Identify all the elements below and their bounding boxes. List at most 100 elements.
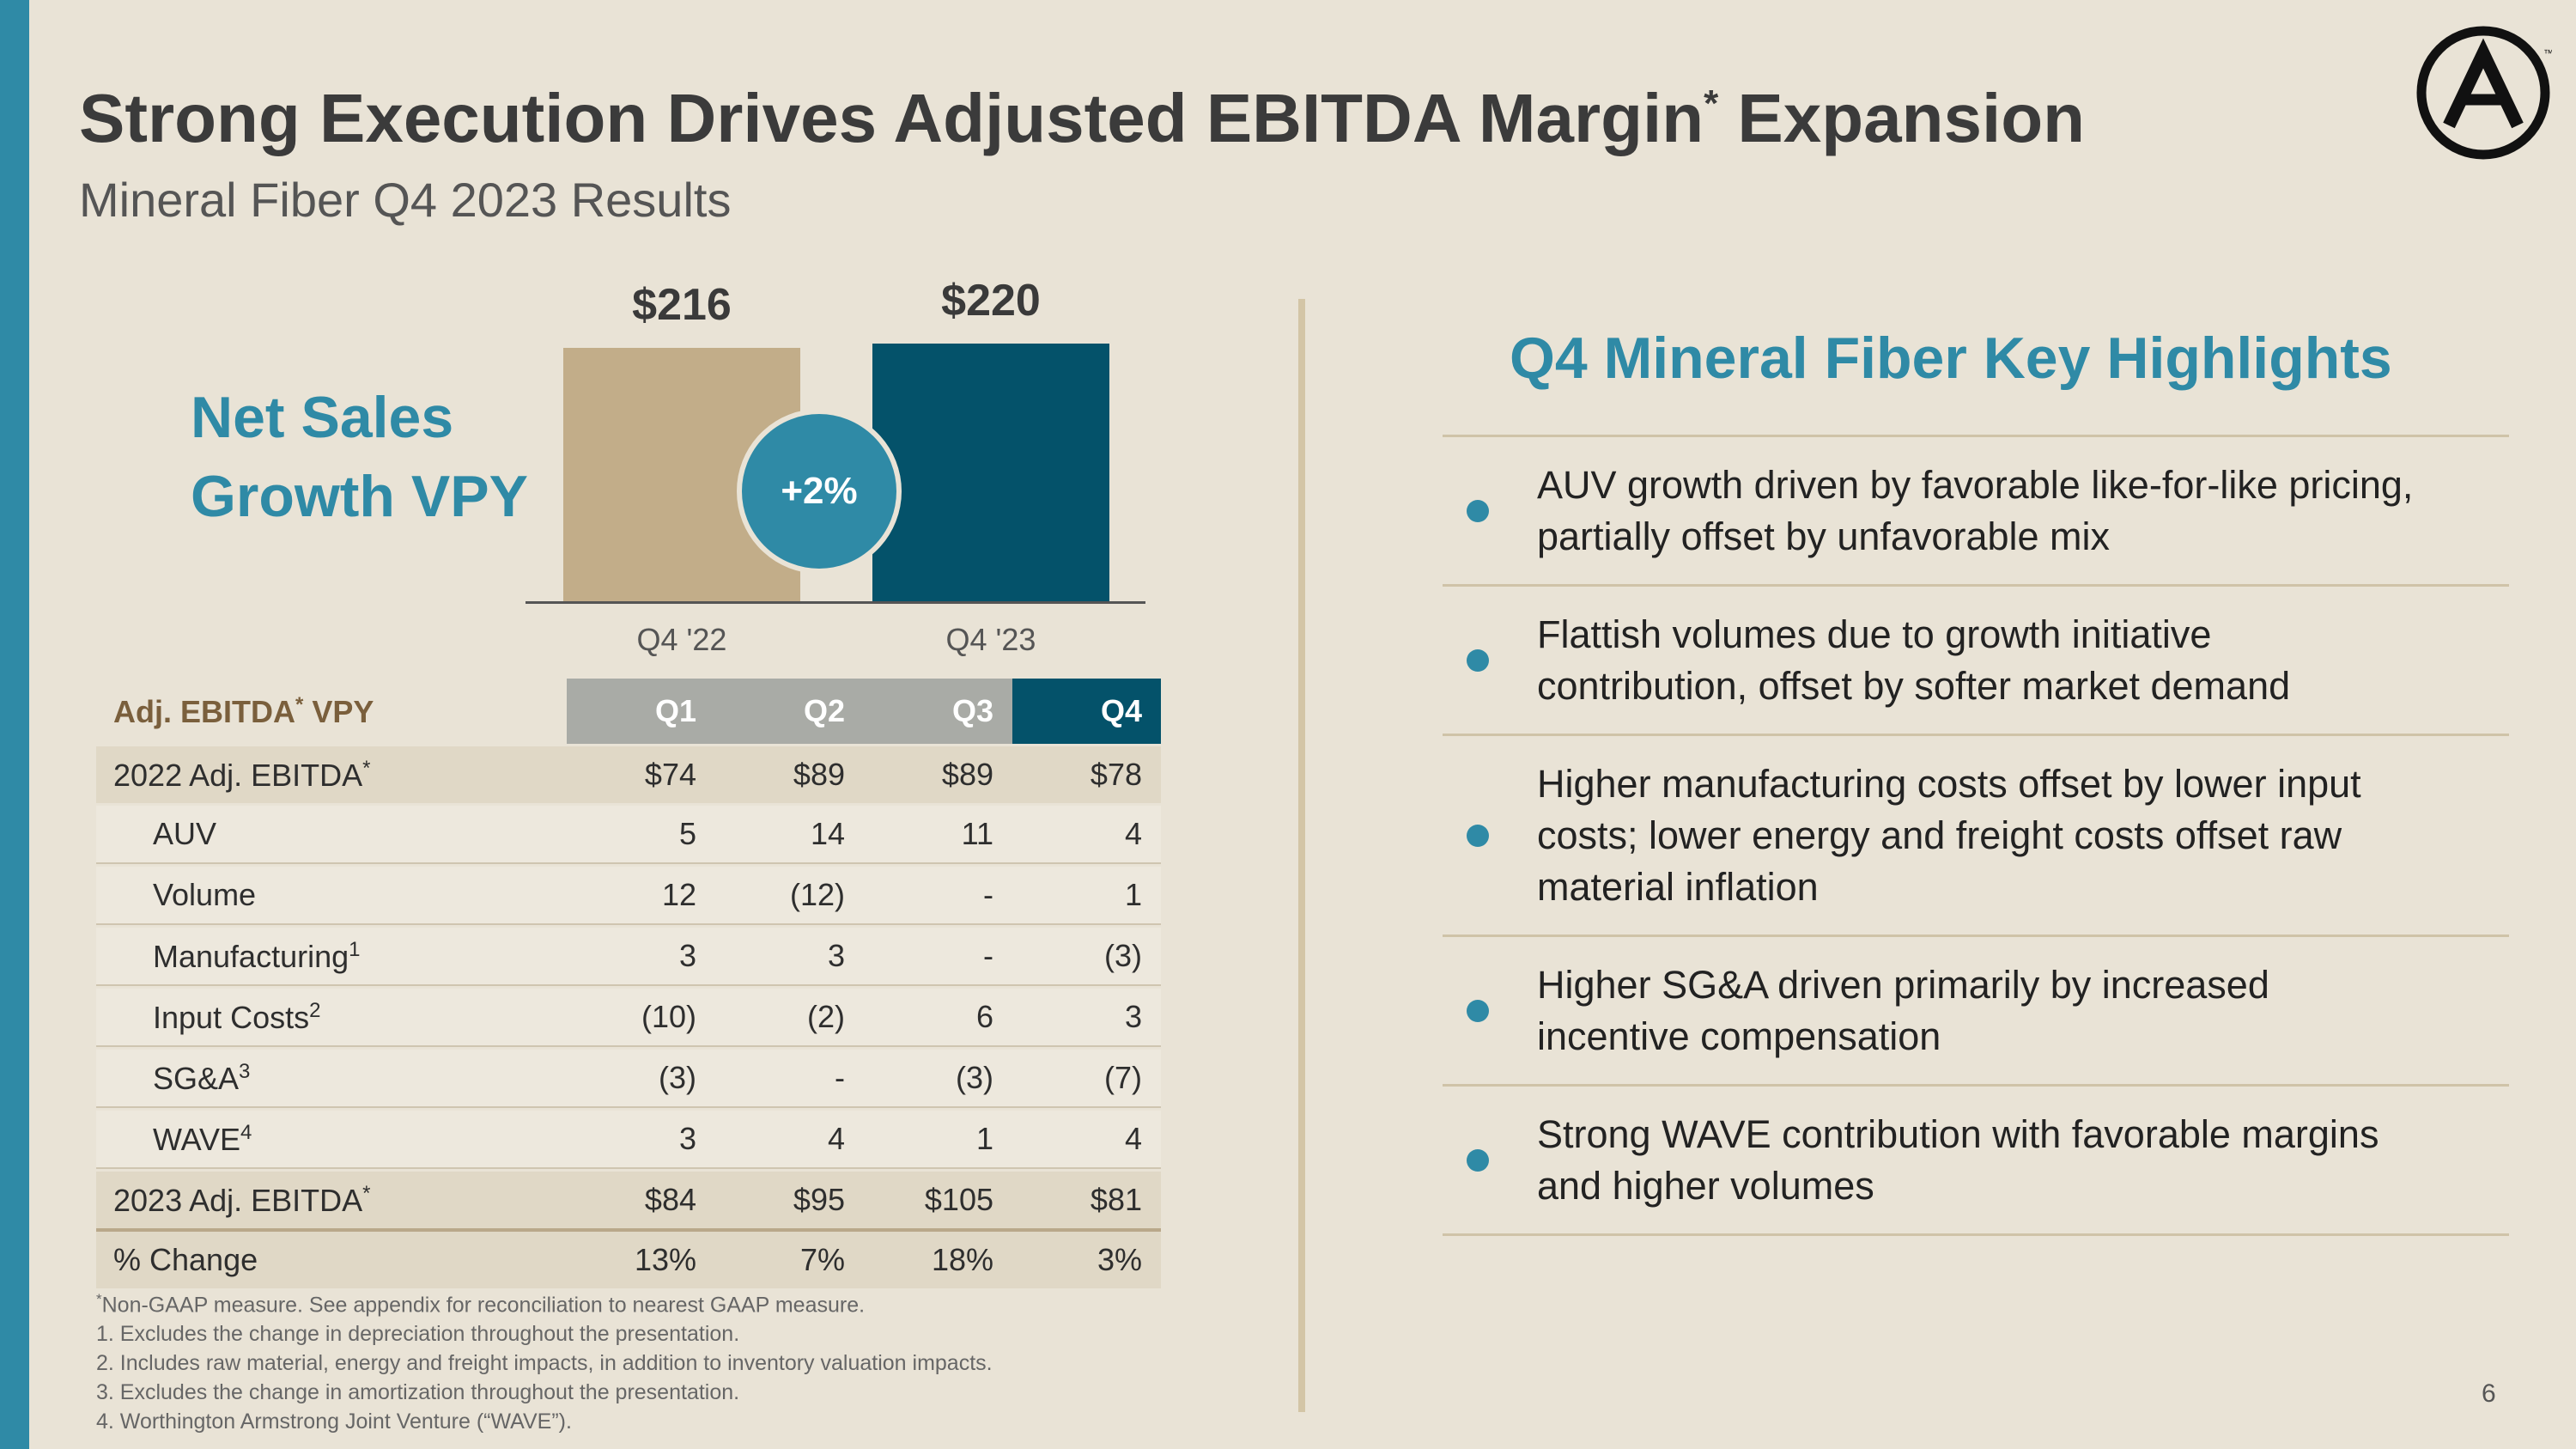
footnote-3: 3. Excludes the change in amortization t… [96, 1380, 740, 1405]
table-cell-q3: 6 [975, 999, 993, 1034]
bullet-dot-icon [1467, 1148, 1489, 1172]
slide-title: Strong Execution Drives Adjusted EBITDA … [79, 80, 2085, 156]
bullet-dot-icon [1467, 499, 1489, 522]
row-label: SG&A3 [153, 1059, 251, 1096]
row-label: 2022 Adj. EBITDA* [113, 756, 371, 793]
highlight-line2: partially offset by unfavorable mix [1537, 514, 2111, 558]
table-cell-q3: - [983, 877, 993, 912]
table-row: Input Costs2 (10) (2) 6 3 [96, 986, 1161, 1047]
table-cell-q3: 18% [931, 1242, 993, 1277]
highlight-item: Higher manufacturing costs offset by low… [1443, 736, 2509, 937]
table-row: SG&A3 (3) - (3) (7) [96, 1047, 1161, 1108]
highlights-title: Q4 Mineral Fiber Key Highlights [1510, 326, 2392, 391]
highlight-text: Higher SG&A driven primarily by increase… [1537, 959, 2269, 1062]
highlight-line3: material inflation [1537, 864, 1819, 909]
table-cell-q4: $81 [1090, 1182, 1142, 1217]
row-label: 2023 Adj. EBITDA* [113, 1181, 371, 1218]
highlight-item: Flattish volumes due to growth initiativ… [1443, 587, 2509, 736]
table-cell-q1: 12 [661, 877, 696, 912]
column-header-q2: Q2 [715, 679, 864, 744]
highlight-text: Higher manufacturing costs offset by low… [1537, 758, 2361, 913]
armstrong-a-logo-icon: ™ [2416, 26, 2552, 160]
row-label: Volume [153, 877, 257, 912]
table-cell-q2: (2) [807, 999, 845, 1034]
highlight-line1: Higher manufacturing costs offset by low… [1537, 761, 2361, 806]
x-tick-label: Q4 '23 [945, 622, 1036, 657]
table-cell-q3: $105 [924, 1182, 993, 1217]
table-cell-q1: 13% [634, 1242, 696, 1277]
row-label: AUV [153, 816, 217, 851]
table-cell-q1: (3) [659, 1060, 696, 1095]
table-cell-q1: 3 [678, 1121, 696, 1156]
table-body: 2022 Adj. EBITDA* $74 $89 $89 $78 AUV 5 14 11 4 Vo… [96, 744, 1161, 1288]
row-label: Manufacturing1 [153, 937, 361, 974]
table-cell-q3: 1 [975, 1121, 993, 1156]
row-label: Input Costs2 [153, 998, 321, 1035]
vertical-divider [1298, 299, 1305, 1412]
chart-x-axis [526, 601, 1145, 604]
x-tick-label: Q4 '22 [636, 622, 727, 657]
table-cell-q4: 4 [1124, 1121, 1142, 1156]
table-cell-q3: - [983, 938, 993, 973]
bar-value-label: $216 [632, 280, 732, 330]
footnote-4: 4. Worthington Armstrong Joint Venture (… [96, 1409, 572, 1434]
highlight-line2: costs; lower energy and freight costs of… [1537, 813, 2342, 857]
table-row: Manufacturing1 3 3 - (3) [96, 925, 1161, 986]
table-cell-q3: 11 [961, 816, 993, 851]
highlight-item: AUV growth driven by favorable like-for-… [1443, 437, 2509, 587]
table-cell-q4: (7) [1104, 1060, 1142, 1095]
highlight-text: Flattish volumes due to growth initiativ… [1537, 609, 2290, 712]
table-cell-q2: 14 [810, 816, 845, 851]
highlight-line2: incentive compensation [1537, 1014, 1941, 1058]
table-cell-q2: 3 [827, 938, 845, 973]
highlight-line1: Strong WAVE contribution with favorable … [1537, 1111, 2379, 1156]
bullet-dot-icon [1467, 999, 1489, 1022]
highlight-line2: contribution, offset by softer market de… [1537, 663, 2291, 708]
bullet-dot-icon [1467, 824, 1489, 847]
footnote-star: *Non-GAAP measure. See appendix for reco… [96, 1291, 866, 1318]
table-cell-q4: 4 [1124, 816, 1142, 851]
highlights-list: AUV growth driven by favorable like-for-… [1443, 435, 2509, 1236]
table-row: 2023 Adj. EBITDA* $84 $95 $105 $81 [96, 1169, 1161, 1228]
row-label: % Change [113, 1242, 258, 1277]
table-cell-q4: (3) [1104, 938, 1142, 973]
highlight-text: AUV growth driven by favorable like-for-… [1537, 460, 2413, 563]
table-header-label: Adj. EBITDA* VPY [113, 692, 374, 729]
table-row: % Change 13% 7% 18% 3% [96, 1228, 1161, 1288]
footnotes: *Non-GAAP measure. See appendix for reco… [96, 1285, 993, 1436]
table-cell-q2: 4 [827, 1121, 845, 1156]
highlight-line1: AUV growth driven by favorable like-for-… [1537, 462, 2414, 507]
table-cell-q1: (10) [641, 999, 696, 1034]
highlight-item: Higher SG&A driven primarily by increase… [1443, 937, 2509, 1087]
highlight-line2: and higher volumes [1537, 1163, 1874, 1208]
table-cell-q2: - [835, 1060, 845, 1095]
bar-q4-23 [872, 344, 1109, 601]
table-cell-q1: $84 [644, 1182, 696, 1217]
table-row: WAVE4 3 4 1 4 [96, 1108, 1161, 1169]
table-header-row: Adj. EBITDA* VPY Q1 Q2 Q3 Q4 [96, 679, 1161, 744]
svg-text:™: ™ [2543, 47, 2552, 59]
table-cell-q2: (12) [789, 877, 845, 912]
table-row: 2022 Adj. EBITDA* $74 $89 $89 $78 [96, 744, 1161, 803]
table-cell-q1: 5 [678, 816, 696, 851]
table-cell-q2: 7% [799, 1242, 845, 1277]
left-accent-bar [0, 0, 29, 1449]
table-cell-q1: 3 [678, 938, 696, 973]
table-cell-q4: $78 [1090, 757, 1142, 792]
bar-value-label: $220 [941, 276, 1041, 326]
row-label: WAVE4 [153, 1120, 252, 1157]
highlight-item: Strong WAVE contribution with favorable … [1443, 1087, 2509, 1236]
table-cell-q2: $89 [793, 757, 845, 792]
growth-badge: +2% [737, 409, 902, 574]
chart-heading: Net Sales Growth VPY [191, 385, 528, 529]
bullet-dot-icon [1467, 648, 1489, 672]
page-number: 6 [2482, 1379, 2496, 1408]
column-header-q4: Q4 [1012, 679, 1161, 744]
table-cell-q4: 1 [1124, 877, 1142, 912]
table-row: AUV 5 14 11 4 [96, 803, 1161, 864]
table-row: Volume 12 (12) - 1 [96, 864, 1161, 925]
table-cell-q3: (3) [956, 1060, 993, 1095]
table-cell-q2: $95 [793, 1182, 845, 1217]
highlight-line1: Flattish volumes due to growth initiativ… [1537, 612, 2212, 656]
adj-ebitda-table: Adj. EBITDA* VPY Q1 Q2 Q3 Q4 2022 Adj. E… [96, 679, 1161, 1288]
